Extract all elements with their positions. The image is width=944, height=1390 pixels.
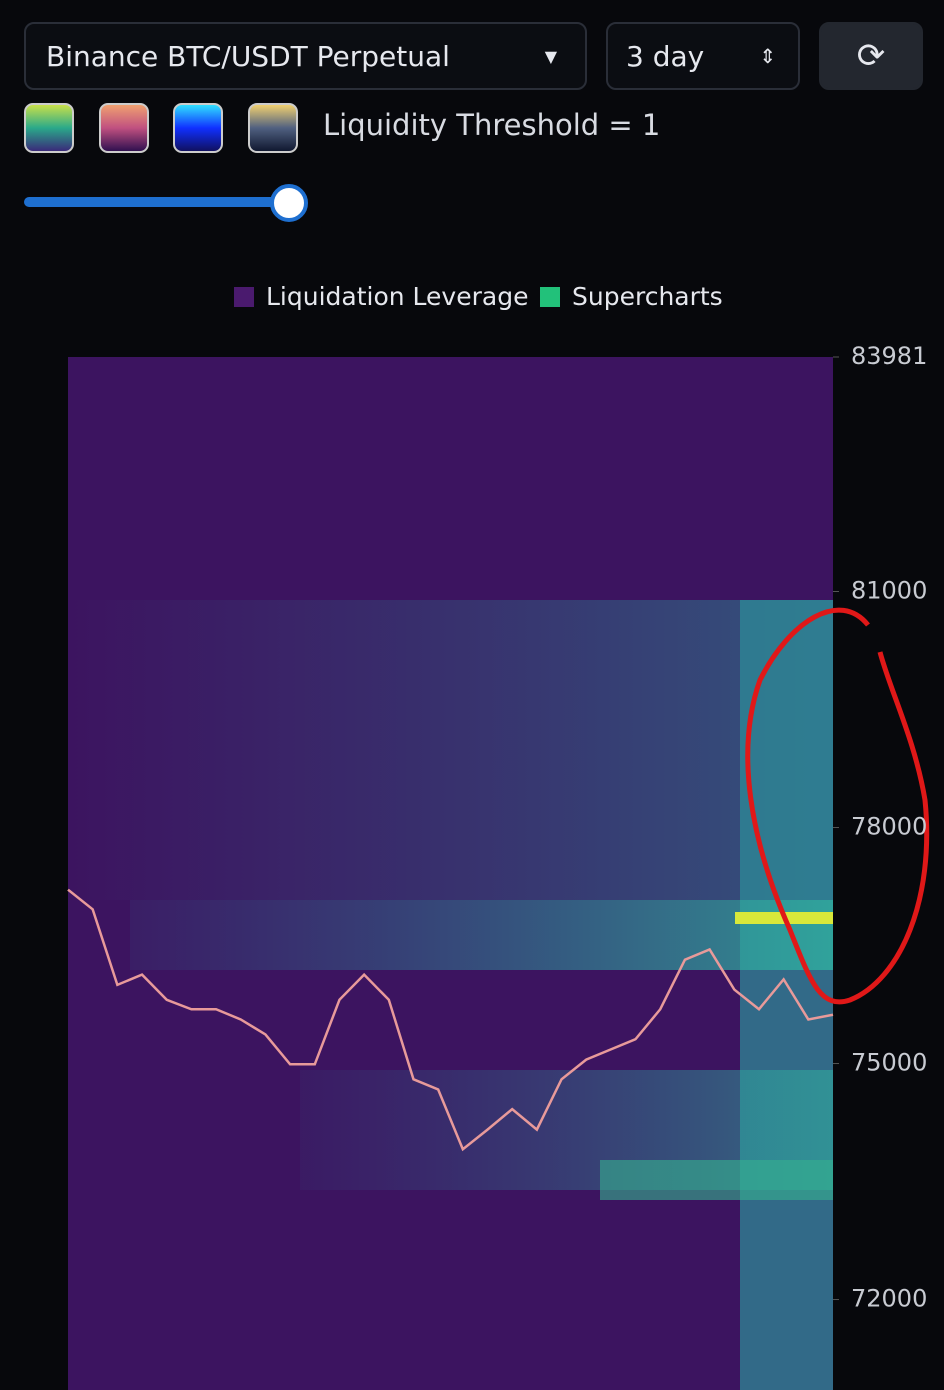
palette-green[interactable] [24, 103, 74, 153]
slider-thumb[interactable] [270, 184, 308, 222]
legend-label: Liquidation Leverage [266, 282, 528, 311]
y-tick-label: 83981 [851, 342, 927, 370]
threshold-label: Liquidity Threshold = 1 [323, 108, 661, 142]
palette-gold[interactable] [248, 103, 298, 153]
y-tick-label: 75000 [851, 1049, 927, 1077]
period-select[interactable]: 3 day ⇕ [606, 22, 800, 90]
legend-swatch [540, 287, 560, 307]
heat-band [740, 600, 833, 1390]
market-select[interactable]: Binance BTC/USDT Perpetual ▼ [24, 22, 587, 90]
y-tick-label: 72000 [851, 1285, 927, 1313]
heat-band [68, 600, 833, 900]
period-label: 3 day [626, 39, 705, 73]
heatmap [68, 357, 833, 1390]
palette-red[interactable] [99, 103, 149, 153]
price-line [67, 888, 834, 1152]
slider-track[interactable] [24, 197, 288, 207]
palette-blue[interactable] [173, 103, 223, 153]
market-label: Binance BTC/USDT Perpetual [46, 39, 450, 73]
dropdown-arrow: ▼ [544, 46, 557, 66]
y-tick-label: 81000 [851, 577, 927, 605]
refresh-button[interactable]: ⟳ [819, 22, 923, 90]
heat-band [130, 900, 833, 970]
legend-swatch [234, 287, 254, 307]
y-tick-label: 78000 [851, 813, 927, 841]
legend-label: Supercharts [572, 282, 723, 311]
heat-band [600, 1160, 833, 1200]
spinner-arrows: ⇕ [759, 44, 776, 68]
annotation-circle [745, 607, 930, 1005]
